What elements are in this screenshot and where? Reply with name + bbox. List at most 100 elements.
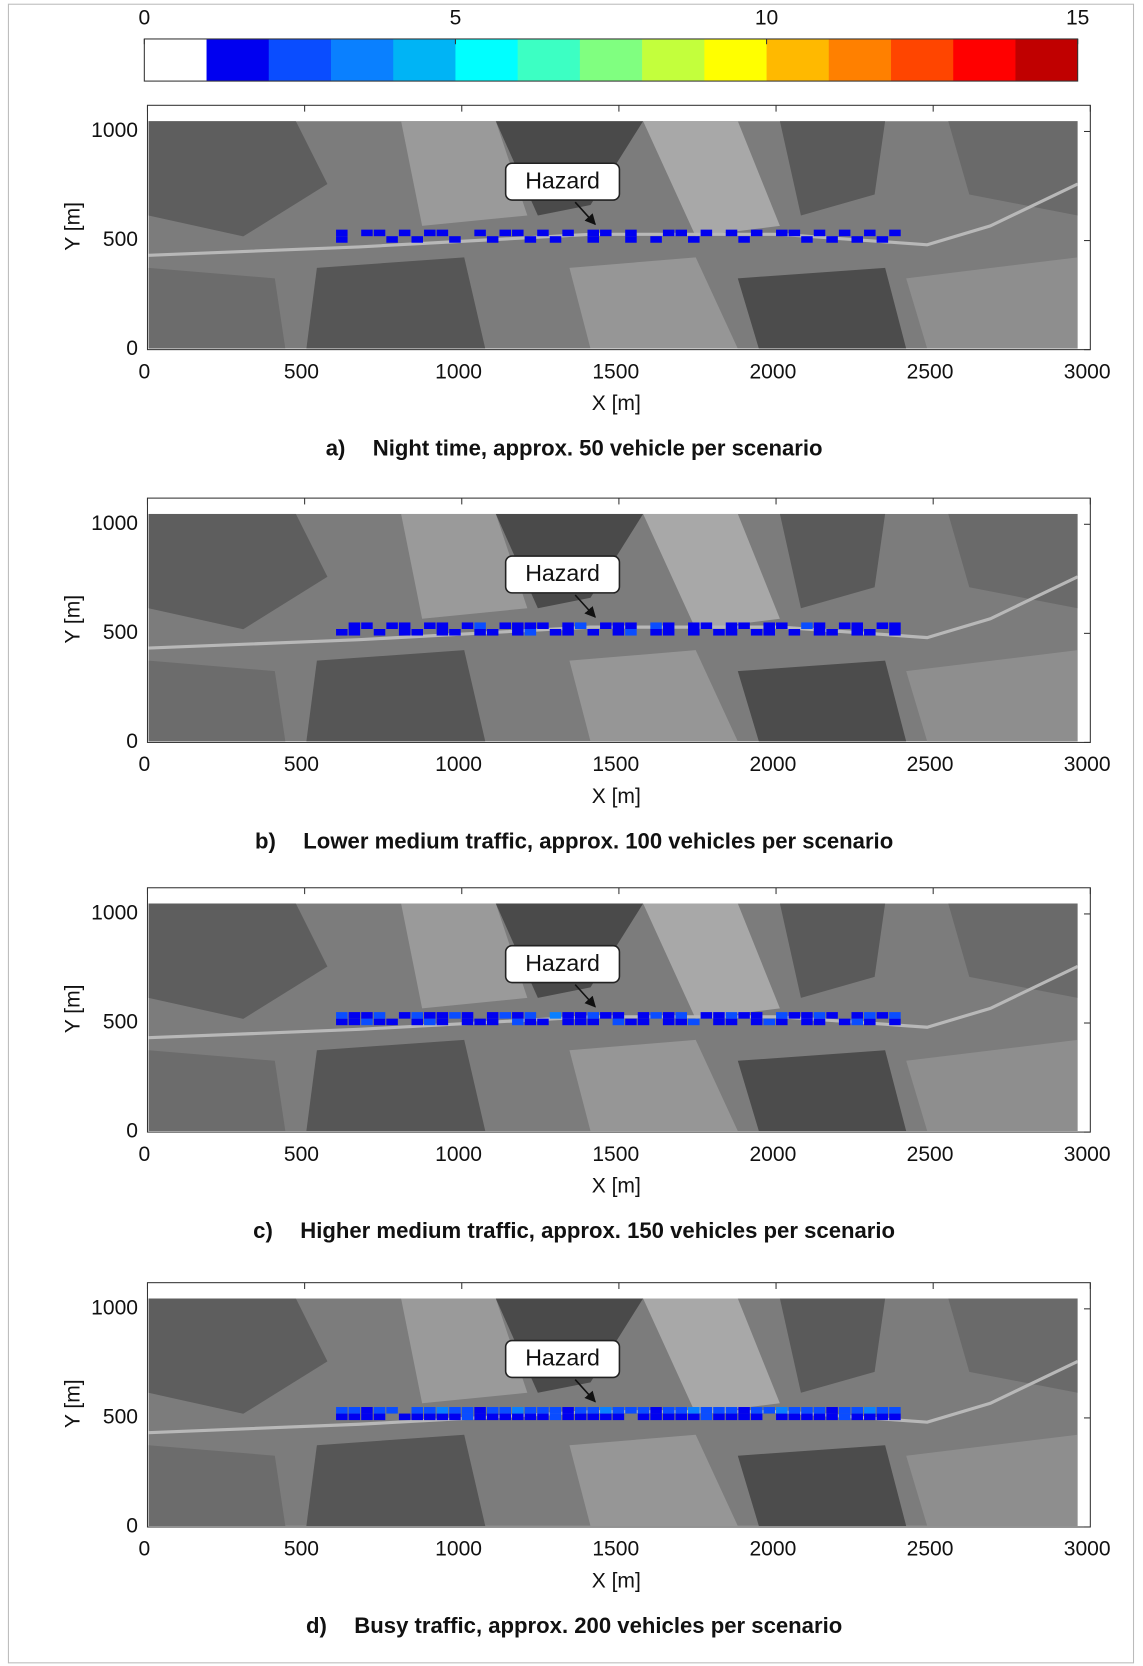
heat-cell	[512, 622, 524, 629]
heat-cell	[738, 1414, 750, 1421]
heat-cell	[525, 622, 537, 629]
heat-cell	[889, 629, 901, 636]
panel-label: d)	[306, 1613, 327, 1638]
heat-cell	[437, 230, 449, 237]
colorbar-segment	[455, 39, 518, 81]
heat-cell	[449, 1414, 461, 1421]
y-axis-label: Y [m]	[61, 985, 84, 1034]
heat-cell	[726, 230, 738, 237]
x-tick-label: 3000	[1064, 360, 1111, 383]
heat-cell	[638, 1012, 650, 1019]
heat-cell	[650, 1407, 662, 1414]
colorbar-segment	[642, 39, 705, 81]
heat-cell	[449, 236, 461, 243]
heat-cell	[713, 1407, 725, 1414]
heat-cell	[336, 230, 348, 237]
heat-cell	[587, 1414, 599, 1421]
heat-cell	[462, 1407, 474, 1414]
heat-cell	[826, 236, 838, 243]
annotation-text: Hazard	[525, 167, 600, 193]
heat-cell	[575, 1012, 587, 1019]
colorbar-segment	[704, 39, 767, 81]
heat-cell	[499, 622, 511, 629]
x-tick-label: 2500	[907, 1143, 954, 1166]
x-tick-label: 500	[284, 1143, 319, 1166]
heat-cell	[751, 1407, 763, 1414]
colorbar-segment	[144, 39, 207, 81]
heat-cell	[889, 230, 901, 237]
heat-cell	[701, 1012, 713, 1019]
heat-cell	[877, 622, 889, 629]
heat-cell	[688, 622, 700, 629]
heat-cell	[525, 629, 537, 636]
heat-cell	[349, 1407, 361, 1414]
colorbar-segment	[393, 39, 456, 81]
heat-cell	[839, 1019, 851, 1026]
colorbar-tick-label: 15	[1066, 7, 1089, 30]
heat-cell	[399, 1012, 411, 1019]
heat-cell	[889, 622, 901, 629]
caption-text: Busy traffic, approx. 200 vehicles per s…	[354, 1613, 842, 1638]
heat-cell	[437, 629, 449, 636]
figure: 05101505001000150020002500300005001000X …	[0, 0, 1143, 1666]
heat-cell	[751, 1012, 763, 1019]
caption-text: Night time, approx. 50 vehicle per scena…	[373, 436, 823, 461]
heat-cell	[701, 1414, 713, 1421]
heat-cell	[575, 1407, 587, 1414]
colorbar-segment	[269, 39, 332, 81]
heat-cell	[776, 1012, 788, 1019]
heat-cell	[336, 1414, 348, 1421]
x-tick-label: 1500	[592, 1143, 639, 1166]
heat-cell	[650, 236, 662, 243]
heat-cell	[776, 1414, 788, 1421]
heat-cell	[499, 230, 511, 237]
heat-cell	[801, 1012, 813, 1019]
heat-cell	[399, 1414, 411, 1421]
heat-cell	[374, 230, 386, 237]
heat-cell	[437, 622, 449, 629]
annotation-text: Hazard	[525, 1345, 600, 1371]
heat-cell	[663, 1012, 675, 1019]
heat-cell	[600, 1012, 612, 1019]
heat-cell	[663, 1407, 675, 1414]
heat-cell	[613, 1414, 625, 1421]
heat-cell	[399, 629, 411, 636]
heat-cell	[525, 236, 537, 243]
heat-cell	[361, 1407, 373, 1414]
heat-cell	[763, 629, 775, 636]
heat-cell	[701, 622, 713, 629]
heat-cell	[399, 230, 411, 237]
heat-cell	[550, 1414, 562, 1421]
panel-caption: a)Night time, approx. 50 vehicle per sce…	[326, 436, 823, 461]
heat-cell	[336, 1407, 348, 1414]
heat-cell	[713, 1019, 725, 1026]
heat-cell	[449, 1407, 461, 1414]
heat-cell	[474, 1414, 486, 1421]
x-tick-label: 0	[138, 360, 150, 383]
heat-cell	[877, 1414, 889, 1421]
heat-cell	[437, 1019, 449, 1026]
heat-cell	[474, 629, 486, 636]
heat-cell	[336, 1012, 348, 1019]
x-tick-label: 1000	[435, 753, 482, 776]
heat-cell	[814, 622, 826, 629]
heat-cell	[424, 1019, 436, 1026]
heat-cell	[675, 1019, 687, 1026]
heat-cell	[374, 1407, 386, 1414]
heat-cell	[738, 1012, 750, 1019]
panel-caption: b)Lower medium traffic, approx. 100 vehi…	[255, 828, 893, 853]
heat-cell	[801, 622, 813, 629]
heat-cell	[826, 1012, 838, 1019]
heat-cell	[349, 629, 361, 636]
heat-cell	[851, 1012, 863, 1019]
heat-cell	[713, 1012, 725, 1019]
colorbar-tick-label: 5	[450, 7, 462, 30]
x-axis-label: X [m]	[592, 785, 641, 808]
colorbar-segment	[891, 39, 954, 81]
heat-cell	[411, 1414, 423, 1421]
heat-cell	[625, 230, 637, 237]
heat-cell	[562, 1407, 574, 1414]
heat-cell	[789, 1012, 801, 1019]
heat-cell	[726, 622, 738, 629]
heat-cell	[487, 1019, 499, 1026]
